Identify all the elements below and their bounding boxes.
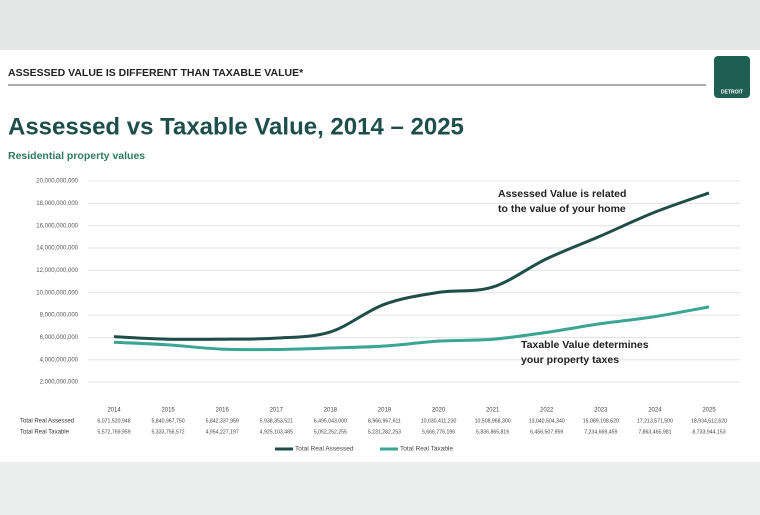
y-tick-label: 20,000,000,000 — [36, 179, 78, 185]
y-tick-label: 10,000,000,000 — [36, 290, 78, 296]
table-cell: 7,863,465,981 — [638, 429, 671, 435]
x-tick-label: 2015 — [161, 408, 175, 414]
table-cell: 5,666,776,196 — [422, 429, 455, 435]
table-cell: 5,572,769,959 — [97, 429, 130, 435]
table-cell: 5,231,282,253 — [368, 429, 401, 435]
x-tick-label: 2020 — [432, 408, 446, 414]
table-cell: 4,925,103,485 — [260, 429, 293, 435]
series-line — [113, 305, 710, 352]
annotation: Taxable Value determines your property ta… — [521, 339, 649, 366]
x-tick-label: 2025 — [702, 408, 716, 414]
y-tick-label: 14,000,000,000 — [36, 246, 78, 252]
y-tick-label: 6,000,000,000 — [40, 335, 79, 341]
x-tick-label: 2014 — [107, 408, 121, 414]
annotation-line: Taxable Value determines — [521, 339, 649, 351]
legend-label: Total Real Assessed — [295, 446, 354, 453]
table-cell: 10,508,968,300 — [475, 418, 511, 424]
blurred-bottom-bar — [0, 462, 760, 515]
logo-text: DETROIT — [721, 89, 743, 95]
y-tick-label: 18,000,000,000 — [36, 201, 78, 207]
y-tick-label: 2,000,000,000 — [40, 380, 79, 386]
blurred-top-bar — [0, 0, 760, 50]
table-cell: 5,052,252,255 — [314, 429, 347, 435]
table-cell: 5,842,337,959 — [206, 418, 239, 424]
x-tick-label: 2022 — [540, 408, 554, 414]
legend-label: Total Real Taxable — [400, 446, 453, 453]
chart-title: Assessed vs Taxable Value, 2014 – 2025 — [8, 113, 464, 140]
table-cell: 5,333,756,572 — [151, 429, 184, 435]
table-row-label: Total Real Taxable — [20, 430, 70, 436]
table-cell: 8,733,944,153 — [692, 429, 725, 435]
annotation-line: to the value of your home — [498, 203, 626, 215]
x-tick-label: 2021 — [486, 408, 500, 414]
table-cell: 18,934,612,620 — [691, 418, 727, 424]
x-tick-label: 2019 — [378, 408, 392, 414]
x-tick-label: 2018 — [324, 408, 338, 414]
table-cell: 5,840,967,750 — [151, 418, 184, 424]
table-cell: 8,966,967,611 — [368, 418, 401, 424]
table-cell: 6,495,043,000 — [314, 418, 347, 424]
x-tick-label: 2023 — [594, 408, 608, 414]
table-cell: 10,030,411,230 — [421, 418, 457, 424]
table-cell: 6,071,520,948 — [97, 418, 130, 424]
annotation: Assessed Value is related to the value of… — [498, 188, 626, 215]
y-tick-label: 4,000,000,000 — [40, 357, 79, 363]
table-row-label: Total Real Assessed — [20, 419, 74, 425]
table-cell: 4,954,227,197 — [206, 429, 239, 435]
y-tick-label: 16,000,000,000 — [36, 223, 78, 229]
annotation-line: your property taxes — [521, 354, 619, 366]
annotation-line: Assessed Value is related — [498, 188, 626, 200]
table-cell: 5,836,865,816 — [476, 429, 509, 435]
x-tick-label: 2016 — [216, 408, 230, 414]
chart-subtitle: Residential property values — [8, 150, 145, 162]
table-cell: 6,456,507,959 — [530, 429, 563, 435]
table-cell: 5,938,353,521 — [260, 418, 293, 424]
x-tick-label: 2017 — [270, 408, 284, 414]
table-cell: 17,213,571,500 — [637, 418, 673, 424]
table-cell: 7,234,669,459 — [584, 429, 617, 435]
logo-badge — [714, 56, 750, 98]
series-line — [113, 191, 710, 341]
table-cell: 15,089,108,620 — [583, 418, 619, 424]
table-cell: 13,040,504,340 — [529, 418, 565, 424]
header: ASSESSED VALUE IS DIFFERENT THAN TAXABLE… — [8, 67, 304, 79]
y-tick-label: 8,000,000,000 — [40, 313, 79, 319]
y-tick-label: 12,000,000,000 — [36, 268, 78, 274]
x-tick-label: 2024 — [648, 408, 662, 414]
logo: DETROIT — [714, 56, 750, 98]
